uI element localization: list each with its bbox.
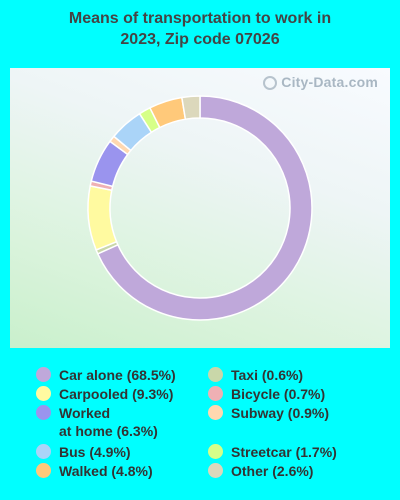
legend-label: Streetcar (1.7%) [231, 444, 337, 460]
legend-swatch [36, 367, 51, 382]
legend-item-worked-at-home: Worked at home (6.3%) [36, 404, 158, 440]
watermark-text: City-Data.com [281, 74, 378, 90]
chart-title: Means of transportation to work in 2023,… [0, 8, 400, 50]
legend-item-subway: Subway (0.9%) [208, 404, 329, 422]
legend-swatch [208, 367, 223, 382]
donut-slice-carpooled [87, 184, 118, 251]
legend-item-walked: Walked (4.8%) [36, 462, 153, 480]
legend-swatch [208, 386, 223, 401]
city-data-logo-icon [263, 76, 278, 90]
legend-swatch [36, 444, 51, 459]
donut-slice-other [180, 95, 201, 121]
legend-item-carpooled: Carpooled (9.3%) [36, 385, 173, 403]
chart-title-line-2: 2023, Zip code 07026 [120, 31, 280, 48]
legend-swatch [36, 405, 51, 420]
legend-item-bus: Bus (4.9%) [36, 443, 131, 461]
legend-swatch [208, 444, 223, 459]
legend-label: Bus (4.9%) [59, 444, 131, 460]
legend-item-taxi: Taxi (0.6%) [208, 366, 303, 384]
legend-item-other: Other (2.6%) [208, 462, 313, 480]
legend-item-streetcar: Streetcar (1.7%) [208, 443, 337, 461]
legend-label: Car alone (68.5%) [59, 367, 176, 383]
legend-item-bicycle: Bicycle (0.7%) [208, 385, 325, 403]
legend-swatch [36, 463, 51, 478]
legend-label: Carpooled (9.3%) [59, 386, 174, 402]
legend-label-line-2: at home (6.3%) [59, 423, 158, 439]
legend-item-car-alone: Car alone (68.5%) [36, 366, 176, 384]
legend-swatch [36, 386, 51, 401]
legend-label: Bicycle (0.7%) [231, 386, 326, 402]
watermark: City-Data.com [263, 74, 378, 90]
legend-label: Taxi (0.6%) [231, 367, 304, 383]
legend-label-line-1: Worked [59, 405, 111, 421]
legend-label: Subway (0.9%) [231, 405, 330, 421]
legend-label: Other (2.6%) [231, 463, 314, 479]
legend-swatch [208, 463, 223, 478]
chart-title-line-1: Means of transportation to work in [68, 10, 332, 27]
legend-label: Walked (4.8%) [59, 463, 153, 479]
donut-slice-car-alone [96, 95, 313, 321]
legend-swatch [208, 405, 223, 420]
legend-label: Worked at home (6.3%) [59, 404, 158, 440]
